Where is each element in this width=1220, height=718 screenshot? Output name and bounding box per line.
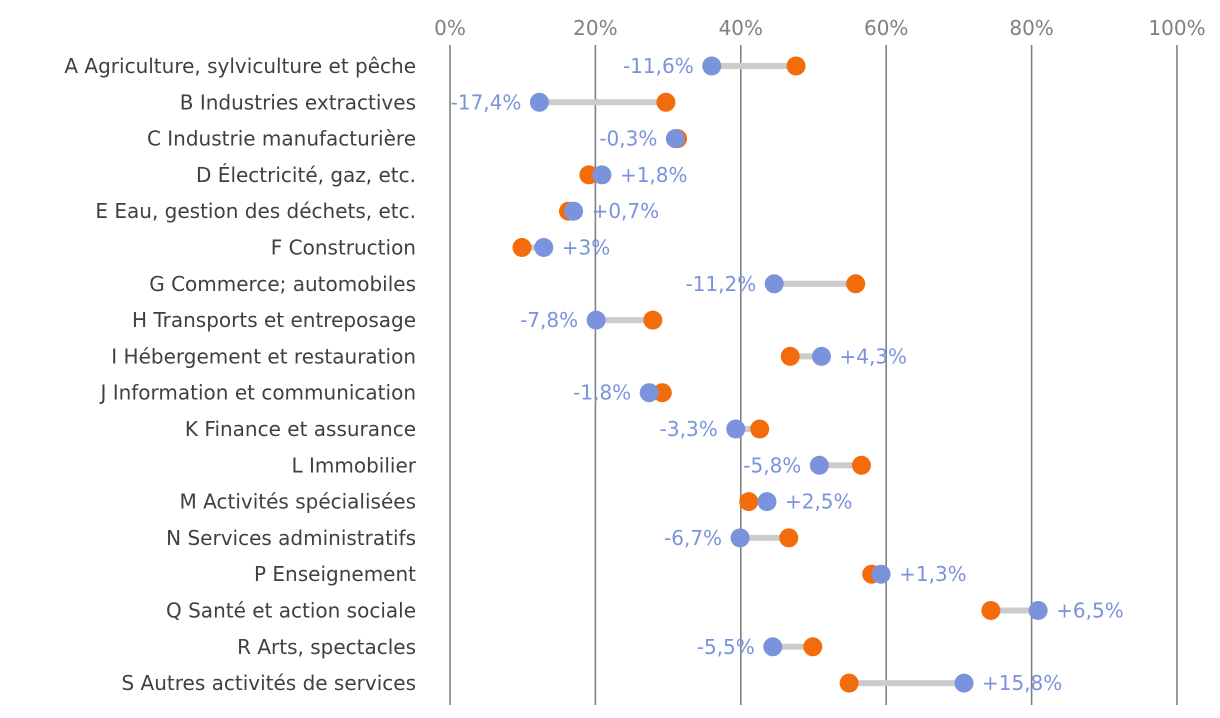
end-point: [586, 310, 606, 330]
end-point: [1028, 601, 1048, 620]
end-point: [639, 383, 659, 403]
delta-label: -5,5%: [697, 635, 755, 659]
start-point: [839, 673, 859, 693]
category-label: R Arts, spectacles: [237, 635, 416, 659]
category-label: A Agriculture, sylviculture et pêche: [64, 54, 416, 78]
category-label: J Information et communication: [98, 381, 416, 405]
end-point: [592, 165, 612, 185]
delta-label: +4,3%: [839, 344, 907, 368]
category-label: I Hébergement et restauration: [111, 344, 416, 368]
category-label: G Commerce; automobiles: [149, 272, 416, 296]
start-point: [579, 165, 599, 185]
start-point: [750, 419, 770, 439]
start-point: [656, 92, 676, 112]
category-label: S Autres activités de services: [121, 671, 416, 695]
start-point: [981, 601, 1001, 620]
delta-label: -1,8%: [573, 381, 631, 405]
end-point: [809, 455, 829, 475]
delta-label: +3%: [562, 236, 611, 260]
delta-labels: -11,6% -17,4% -0,3% +1,8% +0,7% +3% -11,2% -7,8…: [451, 54, 1124, 695]
category-label: H Transports et entreposage: [132, 308, 416, 332]
delta-label: -7,8%: [520, 308, 578, 332]
data-points: [512, 56, 1048, 693]
delta-label: +0,7%: [592, 199, 660, 223]
x-tick-label: 100%: [1148, 16, 1205, 40]
x-tick-label: 20%: [573, 16, 617, 40]
connectors: [521, 63, 1039, 687]
delta-label: -3,3%: [660, 417, 718, 441]
delta-label: -11,6%: [623, 54, 694, 78]
start-point: [652, 383, 672, 403]
delta-label: -0,3%: [599, 127, 657, 151]
x-tick-label: 40%: [719, 16, 763, 40]
start-point: [803, 637, 823, 657]
start-point: [739, 492, 759, 512]
delta-label: +1,8%: [620, 163, 688, 187]
delta-label: -17,4%: [451, 90, 522, 114]
end-point: [665, 129, 685, 149]
end-point: [764, 274, 784, 294]
end-point: [726, 419, 746, 439]
category-label: K Finance et assurance: [185, 417, 416, 441]
x-axis-ticks: 0% 20% 40% 60% 80% 100%: [434, 16, 1205, 40]
category-label: Q Santé et action sociale: [166, 599, 416, 623]
category-label: P Enseignement: [254, 562, 416, 586]
delta-label: +6,5%: [1056, 599, 1124, 623]
end-point: [564, 201, 584, 221]
delta-label: -6,7%: [664, 526, 722, 550]
end-point: [534, 238, 554, 257]
category-label: L Immobilier: [292, 453, 417, 477]
start-point: [786, 56, 806, 76]
category-label: E Eau, gestion des déchets, etc.: [95, 199, 416, 223]
delta-label: -5,8%: [743, 453, 801, 477]
category-label: D Électricité, gaz, etc.: [196, 163, 416, 187]
end-point: [763, 637, 783, 657]
category-label: C Industrie manufacturière: [147, 127, 416, 151]
end-point: [730, 528, 750, 548]
x-tick-label: 0%: [434, 16, 466, 40]
end-point: [702, 56, 722, 76]
end-point: [954, 673, 974, 693]
start-point: [779, 528, 799, 548]
end-point: [871, 564, 891, 584]
start-point: [846, 274, 866, 294]
start-point: [851, 455, 871, 475]
category-labels: A Agriculture, sylviculture et pêche B In…: [64, 54, 416, 695]
category-label: F Construction: [271, 236, 416, 260]
category-label: B Industries extractives: [180, 90, 416, 114]
start-point: [780, 346, 800, 366]
start-point: [643, 310, 663, 330]
delta-label: +15,8%: [982, 671, 1062, 695]
delta-label: -11,2%: [685, 272, 756, 296]
end-point: [529, 92, 549, 112]
category-label: N Services administratifs: [166, 526, 416, 550]
x-tick-label: 80%: [1009, 16, 1053, 40]
delta-label: +2,5%: [785, 490, 853, 514]
category-label: M Activités spécialisées: [180, 490, 416, 514]
delta-label: +1,3%: [899, 562, 967, 586]
start-point: [512, 238, 532, 257]
end-point: [811, 346, 831, 366]
grid-lines: [449, 45, 1178, 705]
x-tick-label: 60%: [864, 16, 908, 40]
end-point: [757, 492, 777, 512]
